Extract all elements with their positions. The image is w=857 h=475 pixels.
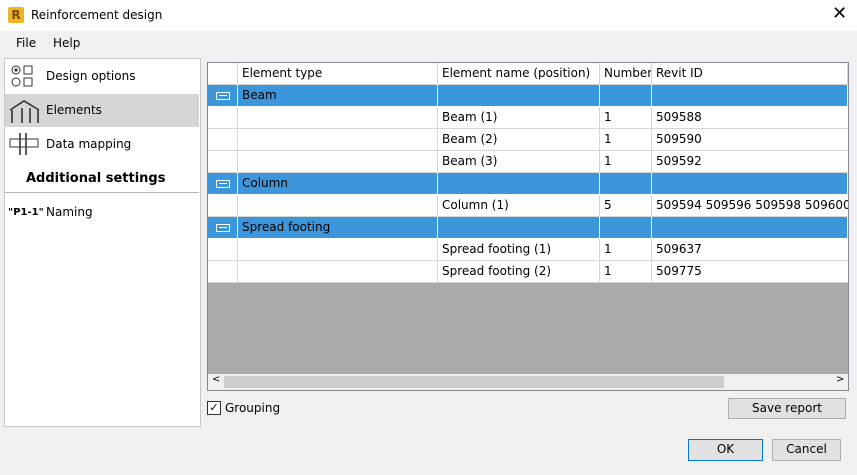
cell: 509594 509596 509598 509600 509602 [652,195,848,217]
cell [238,151,438,173]
row-header [208,239,238,261]
group-toggle[interactable] [208,173,238,195]
group-cell [600,173,652,195]
grouping-checkbox[interactable]: ✓ [207,401,221,415]
data-mapping-icon [9,133,39,155]
cell: Beam (2) [438,129,600,151]
nav-item[interactable]: Data mapping [46,137,132,151]
group-cell [600,85,652,107]
column-header: Revit ID [652,63,848,85]
cell: 1 [600,261,652,283]
row-header [208,107,238,129]
cell: 509590 [652,129,848,151]
column-header: Element name (position) [438,63,600,85]
group-cell [438,217,600,239]
cell: Column (1) [438,195,600,217]
cell: 509592 [652,151,848,173]
naming-icon: "P1-1" [8,207,44,218]
cell [238,195,438,217]
scroll-right[interactable]: > [836,374,845,385]
app-icon: R [8,7,24,23]
data-grid: < > Element type Element name (position) N… [207,62,849,391]
cell: Spread footing (1) [438,239,600,261]
h-scrollbar[interactable]: < > [208,374,848,390]
cell: 509637 [652,239,848,261]
cell: 1 [600,151,652,173]
cell [238,129,438,151]
group-cell [438,173,600,195]
row-header [208,261,238,283]
cell [238,261,438,283]
window-title: Reinforcement design [31,8,163,22]
cell [238,239,438,261]
column-header: Element type [238,63,438,85]
cell: 5 [600,195,652,217]
checkbox-label[interactable]: Grouping [225,401,281,415]
separator [5,192,199,193]
scroll-thumb[interactable] [224,376,724,388]
save-report-button[interactable]: Save report [728,398,846,419]
elements-icon [9,100,40,123]
nav-item[interactable]: Design options [46,69,136,83]
cell: 1 [600,107,652,129]
group-toggle[interactable] [208,85,238,107]
cell: 1 [600,129,652,151]
cell: 509588 [652,107,848,129]
group-label: Column [238,173,438,195]
row-header [208,129,238,151]
cell: Beam (3) [438,151,600,173]
row-header [208,195,238,217]
scroll-left[interactable]: < [212,374,221,385]
nav-item[interactable]: Naming [46,205,93,219]
row-header [208,63,238,85]
group-cell [600,217,652,239]
column-header: Number [600,63,652,85]
cell: 1 [600,239,652,261]
cell [238,107,438,129]
row-header [208,151,238,173]
group-label: Beam [238,85,438,107]
design-options-icon [11,65,33,87]
group-cell [652,173,848,195]
group-toggle[interactable] [208,217,238,239]
group-label: Spread footing [238,217,438,239]
cancel-button[interactable]: Cancel [772,439,841,461]
group-cell [652,217,848,239]
ok-button[interactable]: OK [688,439,763,461]
menu-item[interactable]: File [16,36,37,50]
cell: Spread footing (2) [438,261,600,283]
group-cell [438,85,600,107]
title-bar [0,0,857,31]
group-cell [652,85,848,107]
section-heading: Additional settings [26,171,166,186]
close-button[interactable]: ✕ [832,3,848,24]
cell: Beam (1) [438,107,600,129]
nav-item[interactable]: Elements [46,103,102,117]
cell: 509775 [652,261,848,283]
menu-item[interactable]: Help [53,36,81,50]
